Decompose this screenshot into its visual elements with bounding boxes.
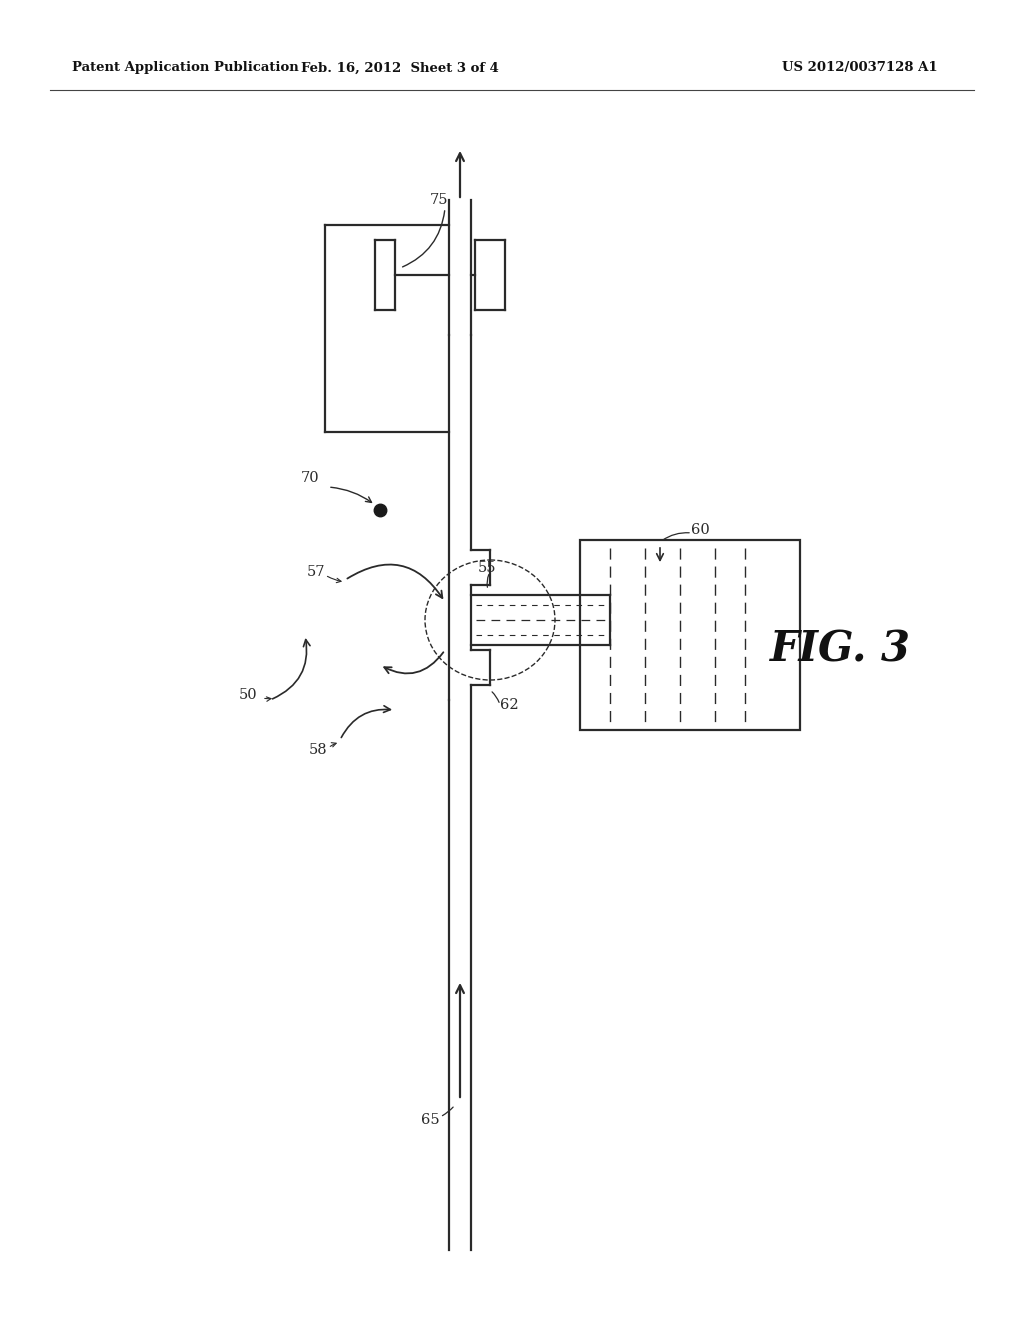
Text: Feb. 16, 2012  Sheet 3 of 4: Feb. 16, 2012 Sheet 3 of 4 <box>301 62 499 74</box>
Text: Patent Application Publication: Patent Application Publication <box>72 62 299 74</box>
Text: 57: 57 <box>306 565 325 579</box>
Text: 50: 50 <box>239 688 257 702</box>
Text: 55: 55 <box>478 561 497 576</box>
Text: 58: 58 <box>308 743 328 756</box>
Text: 65: 65 <box>421 1113 439 1127</box>
Text: US 2012/0037128 A1: US 2012/0037128 A1 <box>782 62 938 74</box>
Text: FIG. 3: FIG. 3 <box>770 630 911 671</box>
Text: 60: 60 <box>690 523 710 537</box>
Text: 75: 75 <box>430 193 449 207</box>
Text: 70: 70 <box>301 471 319 484</box>
Bar <box>580 540 800 730</box>
Text: 62: 62 <box>500 698 518 711</box>
